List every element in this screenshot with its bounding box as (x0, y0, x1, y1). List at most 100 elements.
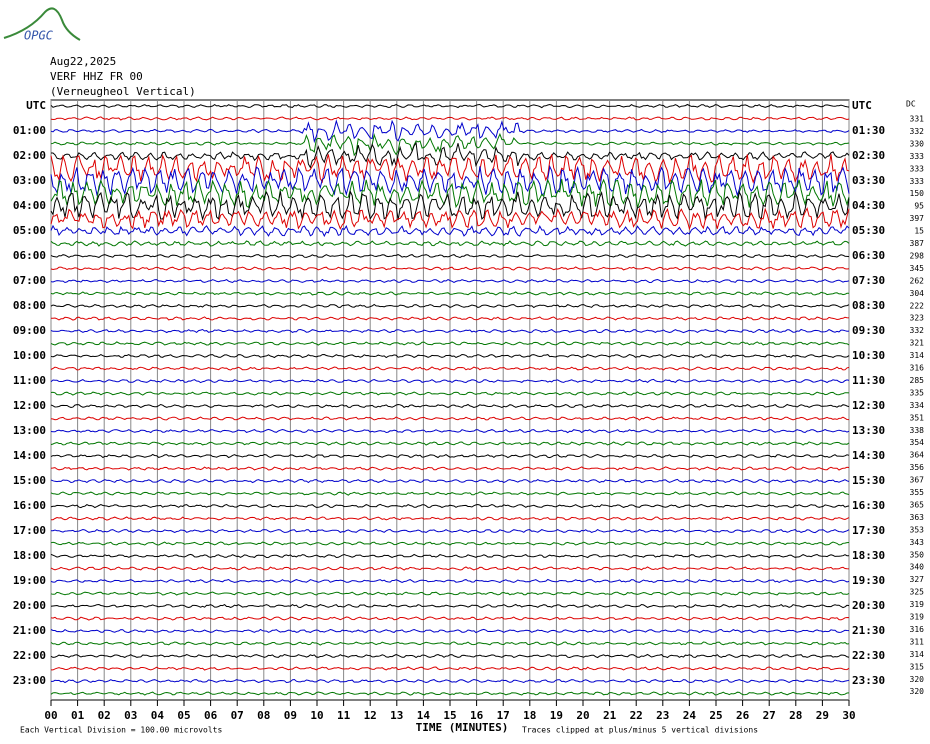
x-tick-label: 09 (284, 709, 297, 722)
x-tick-label: 02 (98, 709, 111, 722)
left-time-label: 04:00 (13, 199, 46, 212)
right-time-label: 20:30 (852, 599, 885, 612)
dc-value: 331 (910, 115, 925, 124)
trace (50, 466, 850, 471)
dc-value: 355 (910, 488, 925, 497)
x-tick-label: 11 (337, 709, 351, 722)
dc-value: 298 (910, 251, 925, 260)
trace (50, 478, 850, 484)
x-tick-label: 06 (204, 709, 218, 722)
right-time-label: 17:30 (852, 524, 885, 537)
dc-label: DC (906, 100, 916, 109)
trace (50, 416, 850, 421)
x-tick-label: 13 (390, 709, 403, 722)
trace (50, 341, 850, 346)
trace (50, 378, 850, 384)
trace (50, 566, 850, 571)
left-time-label: 13:00 (13, 424, 46, 437)
dc-value: 150 (910, 189, 925, 198)
right-time-label: 19:30 (852, 574, 885, 587)
trace (50, 178, 850, 209)
dc-value: 319 (910, 613, 925, 622)
dc-value: 95 (914, 202, 924, 211)
trace (50, 253, 850, 259)
right-time-label: 07:30 (852, 274, 885, 287)
trace (51, 678, 850, 684)
trace (50, 164, 850, 197)
right-time-label: 14:30 (852, 449, 885, 462)
dc-value: 304 (910, 289, 925, 298)
right-time-label: 13:30 (852, 424, 885, 437)
dc-value: 316 (910, 625, 925, 634)
trace (50, 328, 850, 334)
x-tick-label: 15 (443, 709, 456, 722)
dc-value: 325 (910, 588, 925, 597)
dc-value: 285 (910, 376, 925, 385)
trace (50, 528, 850, 534)
x-tick-label: 18 (523, 709, 536, 722)
right-time-label: 03:30 (852, 174, 885, 187)
x-tick-label: 08 (257, 709, 270, 722)
left-time-label: 22:00 (13, 649, 46, 662)
trace (50, 189, 850, 221)
dc-value: 335 (910, 388, 925, 397)
station: VERF HHZ FR 00 (50, 70, 143, 83)
dc-value: 315 (910, 662, 925, 671)
trace (50, 691, 850, 696)
trace (50, 628, 850, 634)
date: Aug22,2025 (50, 55, 116, 68)
right-time-label: 01:30 (852, 124, 885, 137)
dc-value: 222 (910, 301, 925, 310)
left-time-label: 19:00 (13, 574, 46, 587)
x-axis-label: TIME (MINUTES) (416, 721, 509, 734)
x-tick-label: 00 (44, 709, 57, 722)
dc-value: 333 (910, 152, 925, 161)
right-time-label: 15:30 (852, 474, 885, 487)
dc-value: 333 (910, 177, 925, 186)
trace (50, 603, 850, 609)
dc-value: 364 (910, 451, 925, 460)
logo-text: OPGC (24, 29, 54, 43)
right-time-label: 21:30 (852, 624, 885, 637)
left-time-label: 12:00 (13, 399, 46, 412)
right-time-label: 11:30 (852, 374, 885, 387)
trace (50, 428, 850, 434)
dc-value: 330 (910, 139, 925, 148)
left-time-label: 07:00 (13, 274, 46, 287)
dc-value: 365 (910, 500, 925, 509)
left-time-label: 16:00 (13, 499, 46, 512)
right-time-label: 10:30 (852, 349, 885, 362)
trace (50, 641, 850, 646)
left-time-label: 03:00 (13, 174, 46, 187)
left-time-label: 20:00 (13, 599, 46, 612)
dc-value: 314 (910, 650, 925, 659)
right-time-label: 05:30 (852, 224, 885, 237)
dc-value: 311 (910, 637, 925, 646)
clip-note: Traces clipped at plus/minus 5 vertical … (522, 726, 758, 735)
dc-value: 15 (914, 227, 924, 236)
x-tick-label: 30 (842, 709, 855, 722)
trace (50, 132, 850, 157)
right-time-label: 22:30 (852, 649, 885, 662)
x-tick-label: 19 (550, 709, 563, 722)
x-tick-label: 26 (736, 709, 750, 722)
x-tick-label: 16 (470, 709, 484, 722)
dc-value: 319 (910, 600, 925, 609)
x-tick-label: 25 (709, 709, 722, 722)
dc-value: 314 (910, 351, 925, 360)
x-tick-label: 04 (151, 709, 165, 722)
x-tick-label: 14 (417, 709, 431, 722)
x-tick-label: 24 (683, 709, 697, 722)
left-time-label: 21:00 (13, 624, 46, 637)
trace (51, 316, 850, 321)
x-tick-label: 22 (630, 709, 643, 722)
trace (50, 116, 850, 121)
trace (50, 240, 850, 247)
trace (51, 666, 850, 671)
trace (50, 653, 850, 659)
trace (50, 278, 850, 284)
x-tick-label: 29 (816, 709, 829, 722)
site: (Verneugheol Vertical) (50, 85, 196, 98)
x-tick-label: 01 (71, 709, 85, 722)
